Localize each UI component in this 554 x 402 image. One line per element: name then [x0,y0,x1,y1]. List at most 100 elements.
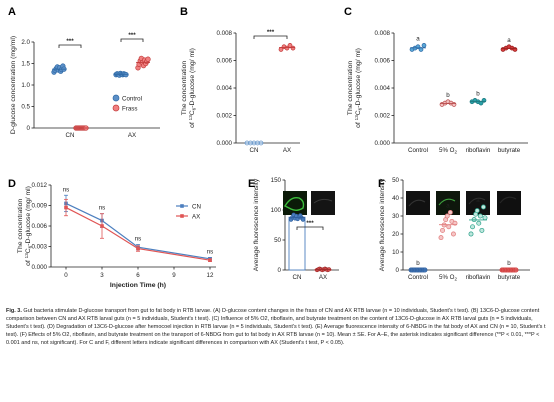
y-axis-label-d: The concentration [17,199,24,254]
significance-label-a0: *** [66,38,74,45]
x-tick-label-d: 12 [207,272,214,279]
data-point-f-2 [468,231,474,237]
x-tick-label-a: CN [66,132,75,139]
legend-label-control: Control [122,95,142,102]
y-tick-label-e: 150 [271,177,282,184]
legend-label-ax: AX [192,214,200,221]
x-tick-label-f: butyrate [498,274,521,281]
y-axis-label-c-line2: of 13C6-D-glucose (mg/ ml) [354,48,363,128]
data-point-f-2 [482,215,488,221]
legend-marker-frass [112,104,120,112]
y-tick-label-b: 0.002 [217,113,233,120]
y-tick-label-c: 0.004 [375,85,391,92]
y-axis-label-b: The concentration [181,61,188,116]
panel-letter-a: A [8,6,16,18]
significance-label-a1: *** [128,32,136,39]
data-point-ax [100,224,104,228]
y-tick-label-e: 50 [274,237,281,244]
y-tick-label-d: 0.003 [32,244,48,251]
x-tick-label-a: AX [128,132,136,139]
group-letter-f: a [476,197,480,204]
data-point-ax [136,246,140,251]
significance-label-d: ns [135,235,142,242]
data-point-f-1 [438,235,444,241]
panel-letter-d: D [8,178,16,190]
micrograph-f-texture-3 [499,196,517,204]
y-tick-label-a: 0.5 [21,104,30,111]
data-point-f-2 [470,224,476,230]
y-tick-label-b: 0.000 [217,140,233,147]
y-tick-label-d: 0.000 [32,264,48,271]
data-point-f-1 [444,213,450,219]
significance-label-d: ns [63,186,70,193]
significance-bracket-a0 [58,44,82,48]
x-tick-label-f: riboflavin [466,274,491,281]
data-point-e-cn [300,217,306,222]
legend-marker-cn [180,204,184,208]
y-axis-label-d-line2: of 13C6-D-glucose (mg/ ml) [24,186,33,266]
significance-label-b: *** [267,29,275,36]
y-tick-label-f: 50 [392,177,399,184]
y-tick-label-d: 0.009 [32,203,48,210]
y-tick-label-c: 0.006 [375,58,391,65]
data-point-f-2 [476,220,482,226]
y-tick-label-f: 40 [392,195,399,202]
y-tick-label-a: 1.5 [21,61,30,68]
x-tick-label-e: AX [319,274,327,281]
y-tick-label-b: 0.006 [217,58,233,65]
micrograph-f-texture-0 [408,199,426,207]
legend-marker-ax [180,214,184,218]
y-tick-label-f: 0 [396,267,400,274]
caption-fig-label: Fig. 3. [6,308,22,314]
micrograph-f-texture-2 [468,197,486,205]
y-tick-label-b: 0.008 [217,30,233,37]
data-point-f-1 [447,209,453,215]
y-axis-label-c: The concentration [347,61,354,116]
legend-label-frass: Frass [122,105,137,112]
series-line-ax [65,207,211,261]
group-letter-f: a [446,202,450,209]
caption-text: Gut bacteria stimulate D-glucose transpo… [6,308,546,346]
group-letter-c: a [507,37,511,44]
data-point-f-1 [440,227,446,233]
y-tick-label-f: 10 [392,249,399,256]
y-tick-label-d: 0.006 [32,223,48,230]
group-letter-c: b [476,90,480,97]
micrograph-cn-signal [284,196,305,211]
x-axis-label-d: Injection Time (h) [110,282,166,289]
y-axis-label-b-line2: of 13C6-D-glucose (mg/ ml) [188,48,197,128]
data-point-c-0 [421,43,427,48]
x-tick-label-f: Control [408,274,428,281]
significance-bracket-a1 [120,38,144,42]
x-tick-label-c: butyrate [498,147,521,154]
x-tick-label-d: 0 [64,272,68,279]
data-point-f-1 [450,231,456,237]
y-tick-label-f: 30 [392,213,399,220]
data-point-b-ax [290,45,296,51]
panel-letter-e: E [248,178,255,190]
data-point-ax [208,258,212,262]
y-tick-label-e: 0 [278,267,282,274]
y-tick-label-c: 0.002 [375,113,391,120]
significance-bracket-e [296,226,324,230]
y-tick-label-a: 2.0 [21,39,30,46]
x-tick-label-c: riboflavin [466,147,491,154]
x-tick-label-f: 5% O2 [439,274,457,282]
x-tick-label-e: CN [293,274,302,281]
significance-label-d: ns [207,248,214,255]
data-point-f-2 [474,208,480,214]
x-tick-label-d: 3 [100,272,104,279]
group-letter-f: b [507,260,511,267]
data-point-f-2 [479,227,485,233]
micrograph-f-3 [497,191,521,215]
data-point-a-frass [145,56,151,62]
series-line-cn [65,202,211,260]
significance-bracket-b [253,35,288,39]
y-tick-label-a: 0 [27,125,31,132]
x-tick-label-d: 9 [172,272,176,279]
y-tick-label-a: 1.0 [21,82,30,89]
data-point-f-1 [446,224,452,230]
y-tick-label-c: 0.008 [375,30,391,37]
panel-letter-b: B [180,6,188,18]
